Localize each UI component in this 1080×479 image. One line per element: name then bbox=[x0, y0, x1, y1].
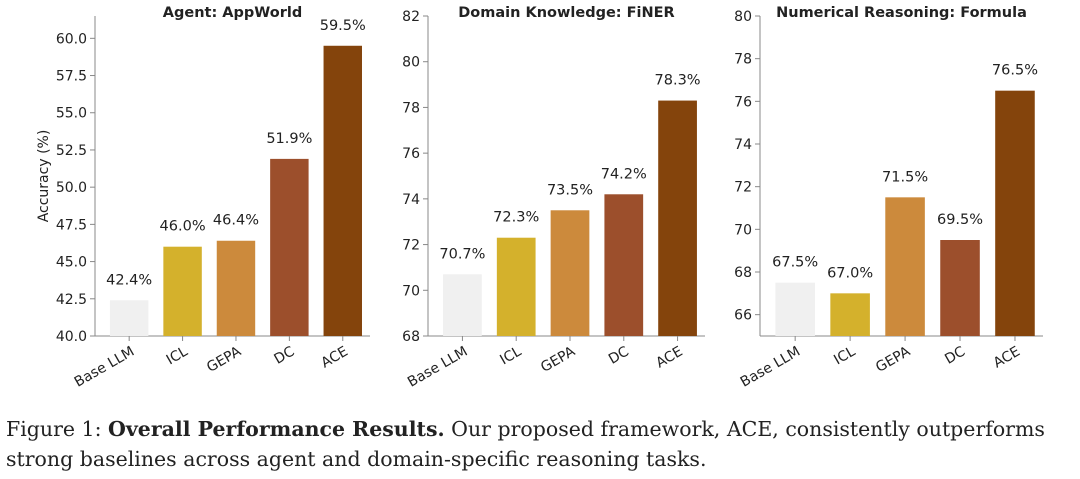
bar-icl bbox=[830, 293, 870, 336]
x-tick-label: GEPA bbox=[204, 343, 244, 375]
figure-panels: Agent: AppWorld 40.0 42.5 45.0 47.5 50.0 52.5 5… bbox=[36, 5, 1043, 391]
x-tick-label: GEPA bbox=[538, 343, 578, 375]
bar-dc bbox=[270, 158, 309, 336]
data-label: 51.9% bbox=[266, 131, 312, 147]
data-label: 71.5% bbox=[882, 169, 928, 185]
bar-base-llm bbox=[775, 282, 815, 336]
chart-panel-3: Numerical Reasoning: Formula 66 68 70 72 74 76… bbox=[734, 5, 1043, 391]
bar-gepa bbox=[885, 197, 925, 336]
x-tick-label: ICL bbox=[831, 344, 858, 369]
bar-gepa bbox=[550, 210, 590, 336]
data-label: 72.3% bbox=[493, 210, 539, 226]
y-tick-label: 66 bbox=[734, 308, 752, 324]
y-tick-label: 60.0 bbox=[56, 31, 87, 47]
y-tick-label: 45.0 bbox=[56, 255, 87, 271]
data-label: 46.4% bbox=[213, 213, 259, 229]
data-label: 42.4% bbox=[106, 272, 152, 288]
y-tick-label: 47.5 bbox=[56, 217, 87, 233]
x-tick-label: DC bbox=[942, 343, 968, 367]
chart-panel-2: Domain Knowledge: FiNER 68 70 72 74 76 78 80 82 7… bbox=[402, 5, 705, 391]
bar-ace bbox=[658, 100, 697, 336]
y-tick-label: 68 bbox=[734, 265, 752, 281]
chart-panel-1: Agent: AppWorld 40.0 42.5 45.0 47.5 50.0 52.5 5… bbox=[36, 5, 370, 391]
x-tick-label: DC bbox=[606, 343, 632, 367]
x-tick-label: GEPA bbox=[873, 343, 913, 375]
x-tick-label: ACE bbox=[319, 344, 351, 372]
data-label: 69.5% bbox=[937, 212, 983, 228]
y-tick-label: 74 bbox=[402, 192, 420, 208]
data-label: 76.5% bbox=[992, 63, 1038, 79]
y-tick-label: 78 bbox=[402, 100, 420, 116]
data-label: 73.5% bbox=[547, 182, 593, 198]
y-tick-label: 52.5 bbox=[56, 143, 87, 159]
chart-title: Agent: AppWorld bbox=[163, 5, 302, 21]
data-label: 59.5% bbox=[320, 18, 366, 34]
x-tick-label: ICL bbox=[164, 344, 191, 369]
data-label: 46.0% bbox=[160, 219, 206, 235]
x-tick-label: DC bbox=[272, 343, 298, 367]
x-tick-label: ACE bbox=[653, 344, 685, 372]
figure-caption: Figure 1: Overall Performance Results. O… bbox=[6, 414, 1076, 474]
y-tick-label: 76 bbox=[402, 146, 420, 162]
data-label: 67.5% bbox=[772, 255, 818, 271]
bar-gepa bbox=[216, 240, 256, 336]
y-tick-label: 72 bbox=[734, 180, 752, 196]
bar-ace bbox=[323, 45, 362, 336]
caption-prefix: Figure 1: bbox=[6, 417, 109, 441]
y-tick-label: 42.5 bbox=[56, 292, 87, 308]
x-tick-label: Base LLM bbox=[72, 344, 137, 391]
bar-ace bbox=[995, 90, 1035, 337]
x-tick-label: ACE bbox=[991, 344, 1023, 372]
chart-title: Domain Knowledge: FiNER bbox=[458, 5, 674, 21]
bar-base-llm bbox=[443, 274, 482, 336]
data-label: 74.2% bbox=[601, 166, 647, 182]
bar-icl bbox=[163, 246, 202, 336]
bar-icl bbox=[496, 237, 536, 336]
bar-dc bbox=[604, 194, 644, 336]
data-label: 78.3% bbox=[655, 73, 701, 89]
y-tick-label: 70 bbox=[734, 222, 752, 238]
y-tick-label: 57.5 bbox=[56, 69, 87, 85]
caption-text: Our proposed framework, ACE, consistentl… bbox=[6, 417, 1045, 471]
y-axis-label: Accuracy (%) bbox=[36, 130, 52, 223]
x-tick-label: Base LLM bbox=[405, 344, 470, 391]
y-tick-label: 78 bbox=[734, 52, 752, 68]
y-tick-label: 68 bbox=[402, 329, 420, 345]
y-tick-label: 76 bbox=[734, 94, 752, 110]
y-tick-label: 80 bbox=[734, 9, 752, 25]
y-tick-label: 82 bbox=[402, 9, 420, 25]
x-tick-label: Base LLM bbox=[738, 344, 803, 391]
y-tick-label: 80 bbox=[402, 55, 420, 71]
bar-dc bbox=[940, 240, 980, 336]
y-tick-label: 40.0 bbox=[56, 329, 87, 345]
data-label: 70.7% bbox=[439, 246, 485, 262]
chart-title: Numerical Reasoning: Formula bbox=[776, 5, 1027, 21]
y-tick-label: 55.0 bbox=[56, 106, 87, 122]
caption-bold: Overall Performance Results. bbox=[108, 417, 445, 441]
y-tick-label: 50.0 bbox=[56, 180, 87, 196]
y-tick-label: 74 bbox=[734, 137, 752, 153]
bar-base-llm bbox=[109, 300, 149, 336]
data-label: 67.0% bbox=[827, 265, 873, 281]
x-tick-label: ICL bbox=[497, 344, 524, 369]
y-tick-label: 72 bbox=[402, 238, 420, 254]
y-tick-label: 70 bbox=[402, 283, 420, 299]
